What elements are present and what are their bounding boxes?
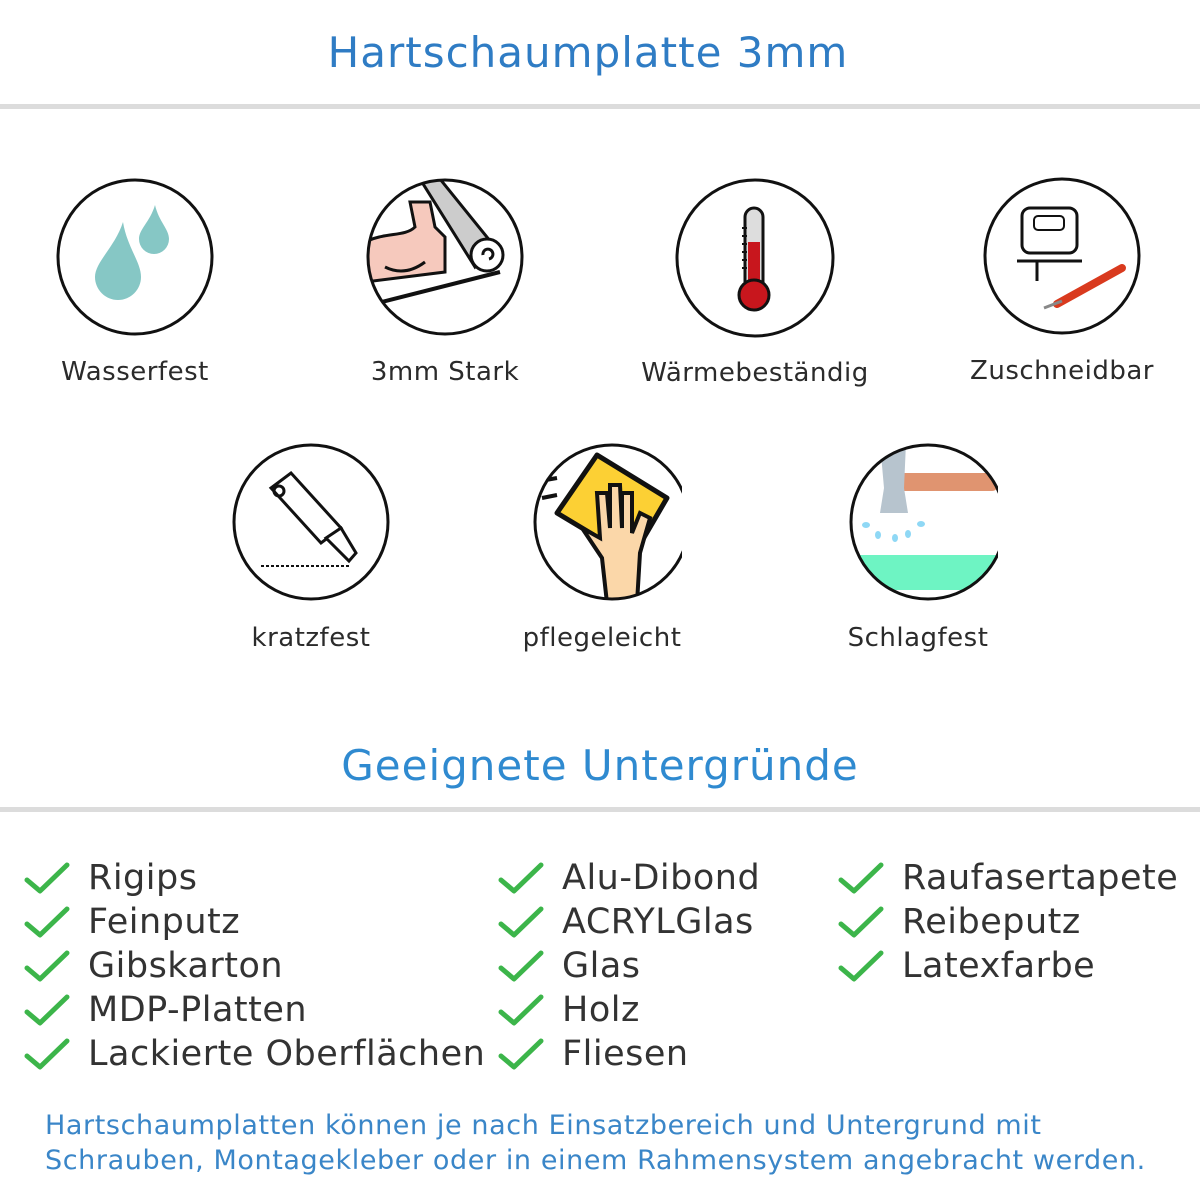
feature-label: kratzfest bbox=[251, 623, 371, 653]
mounting-note: Hartschaumplatten können je nach Einsatz… bbox=[45, 1108, 1146, 1178]
surface-item: Reibeputz bbox=[838, 900, 1178, 944]
page-title: Hartschaumplatte 3mm bbox=[327, 28, 849, 77]
check-icon bbox=[498, 994, 544, 1026]
check-icon bbox=[498, 1038, 544, 1070]
surface-label: Glas bbox=[562, 946, 641, 986]
feature-label: Wasserfest bbox=[61, 357, 209, 387]
feature-label: Wärmebeständig bbox=[641, 358, 869, 388]
feature-label: Schlagfest bbox=[847, 623, 989, 653]
feature-label: 3mm Stark bbox=[370, 357, 520, 387]
surfaces-title: Geeignete Untergründe bbox=[341, 741, 859, 790]
surface-item: MDP-Platten bbox=[24, 988, 485, 1032]
check-icon bbox=[498, 950, 544, 982]
feature-pflegeleicht: pflegeleicht bbox=[512, 443, 692, 653]
surfaces-column-1: Rigips Feinputz Gibskarton MDP-Platten Lacki… bbox=[24, 856, 485, 1076]
hammer-icon bbox=[849, 443, 998, 601]
surface-label: MDP-Platten bbox=[88, 990, 308, 1030]
mounting-note-line: Hartschaumplatten können je nach Einsatz… bbox=[45, 1110, 1042, 1141]
feature-3mm-stark: 3mm Stark bbox=[355, 177, 535, 387]
check-icon bbox=[498, 906, 544, 938]
mounting-note-line: Schrauben, Montagekleber oder in einem R… bbox=[45, 1145, 1146, 1176]
check-icon bbox=[24, 1038, 70, 1070]
feature-label: pflegeleicht bbox=[522, 623, 682, 653]
surface-label: Rigips bbox=[88, 858, 198, 898]
surface-item: Holz bbox=[498, 988, 760, 1032]
feature-kratzfest: kratzfest bbox=[221, 443, 401, 653]
surface-item: Latexfarbe bbox=[838, 944, 1178, 988]
surface-item: Glas bbox=[498, 944, 760, 988]
jigsaw-cutter-icon bbox=[983, 177, 1141, 335]
feature-wasserfest: Wasserfest bbox=[45, 177, 225, 387]
cutter-knife-icon bbox=[232, 443, 390, 601]
surface-label: Raufasertapete bbox=[902, 858, 1179, 898]
cleaning-hand-icon bbox=[533, 443, 682, 601]
surface-item: Fliesen bbox=[498, 1032, 760, 1076]
feature-schlagfest: Schlagfest bbox=[828, 443, 1008, 653]
surfaces-column-3: Raufasertapete Reibeputz Latexfarbe bbox=[838, 856, 1178, 988]
water-drops-icon bbox=[56, 178, 214, 336]
check-icon bbox=[24, 906, 70, 938]
surface-label: Feinputz bbox=[88, 902, 241, 942]
strong-arm-icon bbox=[366, 178, 524, 336]
surface-label: Lackierte Oberflächen bbox=[88, 1034, 486, 1074]
check-icon bbox=[498, 862, 544, 894]
check-icon bbox=[838, 862, 884, 894]
surface-label: Holz bbox=[562, 990, 640, 1030]
surfaces-column-2: Alu-Dibond ACRYLGlas Glas Holz Fliesen bbox=[498, 856, 760, 1076]
surface-label: Reibeputz bbox=[902, 902, 1081, 942]
feature-label: Zuschneidbar bbox=[970, 356, 1154, 386]
divider bbox=[0, 807, 1200, 812]
surface-item: Alu-Dibond bbox=[498, 856, 760, 900]
check-icon bbox=[24, 994, 70, 1026]
surface-item: Raufasertapete bbox=[838, 856, 1178, 900]
divider bbox=[0, 104, 1200, 109]
surface-label: ACRYLGlas bbox=[562, 902, 754, 942]
check-icon bbox=[24, 862, 70, 894]
feature-waermebestaendig: Wärmebeständig bbox=[641, 178, 868, 388]
surface-item: ACRYLGlas bbox=[498, 900, 760, 944]
check-icon bbox=[838, 950, 884, 982]
surface-label: Gibskarton bbox=[88, 946, 284, 986]
thermometer-icon bbox=[675, 178, 835, 338]
feature-zuschneidbar: Zuschneidbar bbox=[970, 176, 1153, 386]
surface-label: Latexfarbe bbox=[902, 946, 1096, 986]
surface-item: Lackierte Oberflächen bbox=[24, 1032, 485, 1076]
surface-item: Feinputz bbox=[24, 900, 485, 944]
surface-label: Alu-Dibond bbox=[562, 858, 761, 898]
surface-item: Rigips bbox=[24, 856, 485, 900]
check-icon bbox=[24, 950, 70, 982]
check-icon bbox=[838, 906, 884, 938]
surface-item: Gibskarton bbox=[24, 944, 485, 988]
surface-label: Fliesen bbox=[562, 1034, 689, 1074]
